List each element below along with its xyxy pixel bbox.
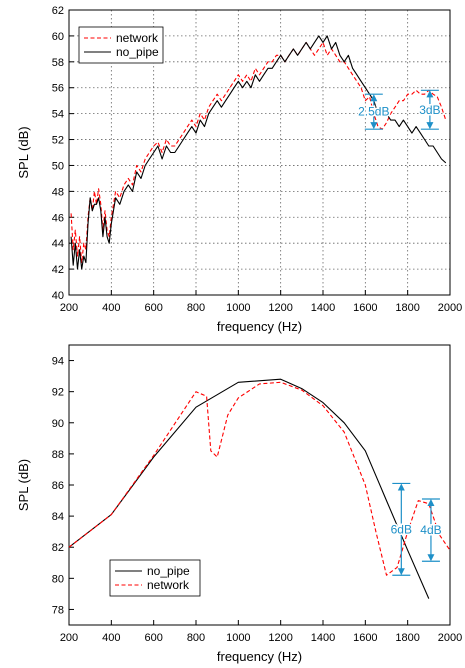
y-tick-label: 58	[52, 57, 64, 69]
y-tick-label: 56	[52, 83, 64, 95]
series-line-network	[70, 41, 447, 264]
y-axis-label: SPL (dB)	[16, 459, 31, 511]
y-tick-label: 48	[52, 186, 64, 198]
y-tick-label: 78	[52, 604, 64, 616]
x-tick-label: 1800	[395, 302, 419, 314]
x-tick-label: 1600	[353, 302, 377, 314]
y-tick-label: 94	[52, 356, 64, 368]
y-tick-label: 88	[52, 449, 64, 461]
y-tick-label: 90	[52, 418, 64, 430]
y-tick-label: 60	[52, 31, 64, 43]
y-tick-label: 54	[52, 109, 64, 121]
legend-box	[109, 559, 201, 597]
series-line-no-pipe	[70, 35, 447, 270]
y-tick-label: 80	[52, 573, 64, 585]
x-tick-label: 1000	[226, 632, 250, 644]
x-tick-label: 1200	[268, 632, 292, 644]
y-tick-label: 52	[52, 135, 64, 147]
x-tick-label: 1400	[311, 632, 335, 644]
x-tick-label: 2000	[438, 632, 462, 644]
x-tick-label: 200	[60, 302, 78, 314]
annotation-label: 4dB	[420, 523, 441, 537]
annotation-label: 2.5dB	[358, 105, 389, 119]
y-axis-label: SPL (dB)	[16, 126, 31, 178]
y-tick-label: 84	[52, 511, 64, 523]
x-tick-label: 2000	[438, 302, 462, 314]
y-tick-label: 62	[52, 5, 64, 17]
y-tick-label: 40	[52, 290, 64, 302]
annotation-label: 6dB	[391, 522, 412, 536]
y-tick-label: 44	[52, 238, 64, 250]
chart-1: 200 400 600 800 1000 1200 1400 1600 1800 2000 40 42…	[16, 5, 462, 334]
annotation-arrowhead	[397, 568, 405, 576]
x-tick-label: 1000	[226, 302, 250, 314]
plot-frame	[68, 9, 451, 296]
y-tick-label: 50	[52, 160, 64, 172]
x-tick-label: 1600	[353, 632, 377, 644]
annotation-arrowhead	[370, 94, 378, 102]
y-tick-label: 86	[52, 480, 64, 492]
y-tick-label: 46	[52, 212, 64, 224]
y-tick-label: 92	[52, 387, 64, 399]
annotation-arrowhead	[426, 90, 434, 98]
x-tick-label: 400	[102, 302, 120, 314]
x-tick-label: 200	[60, 632, 78, 644]
annotation-arrowhead	[370, 122, 378, 130]
x-tick-label: 1200	[268, 302, 292, 314]
annotation-arrowhead	[427, 499, 435, 506]
x-tick-label: 1400	[311, 302, 335, 314]
series-line-network	[68, 381, 451, 576]
series-line-no-pipe	[68, 378, 430, 599]
x-tick-label: 1800	[395, 632, 419, 644]
chart-2: 200 400 600 800 1000 1200 1400 1600 1800 2000 78 80…	[16, 344, 462, 664]
legend-label: no_pipe	[116, 45, 159, 59]
legend-box	[78, 26, 164, 64]
legend-label: network	[116, 31, 159, 45]
annotation-arrowhead	[397, 483, 405, 491]
annotation-label: 3dB	[419, 103, 440, 117]
legend-label: no_pipe	[147, 564, 190, 578]
x-tick-label: 400	[102, 632, 120, 644]
x-tick-label: 800	[187, 302, 205, 314]
annotation-arrowhead	[427, 554, 435, 562]
annotation-arrowhead	[426, 122, 434, 130]
x-axis-label: frequency (Hz)	[217, 319, 302, 334]
legend-label: network	[147, 578, 190, 592]
x-tick-label: 800	[187, 632, 205, 644]
x-axis-label: frequency (Hz)	[217, 649, 302, 664]
x-tick-label: 600	[144, 302, 162, 314]
y-tick-label: 42	[52, 264, 64, 276]
y-tick-label: 82	[52, 542, 64, 554]
x-tick-label: 600	[144, 632, 162, 644]
